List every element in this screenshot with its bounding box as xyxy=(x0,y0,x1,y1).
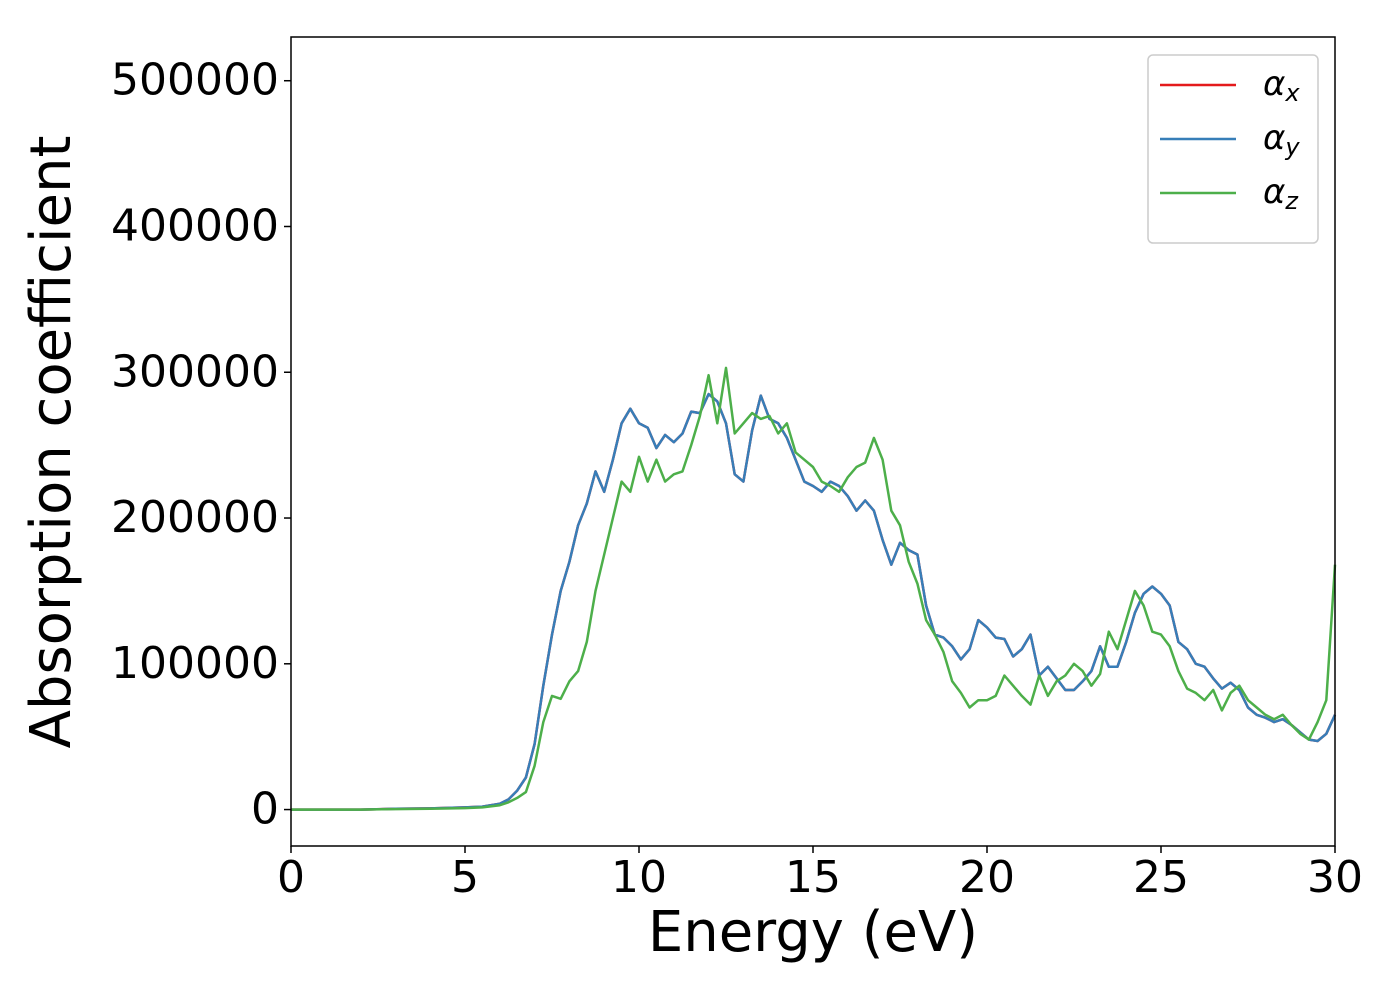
x-axis-label: Energy (eV) xyxy=(648,900,978,965)
line xyxy=(291,392,1337,811)
legend-label: αx xyxy=(1263,64,1300,108)
y-tick-label: 100000 xyxy=(111,638,279,689)
x-tick-label: 5 xyxy=(451,852,479,903)
x-tick-label: 20 xyxy=(959,852,1015,903)
x-tick-label: 25 xyxy=(1133,852,1189,903)
y-tick-label: 300000 xyxy=(111,346,279,397)
line xyxy=(291,366,1337,811)
y-tick-label: 0 xyxy=(251,784,279,835)
y-tick-label: 400000 xyxy=(111,200,279,251)
plot-frame xyxy=(290,36,1336,847)
x-tick-label: 30 xyxy=(1307,852,1363,903)
x-tick-label: 0 xyxy=(277,852,305,903)
x-tick-label: 10 xyxy=(611,852,667,903)
legend-label: αy xyxy=(1263,118,1300,162)
legend-label: αz xyxy=(1263,172,1299,216)
x-tick-label: 15 xyxy=(785,852,841,903)
y-tick-label: 500000 xyxy=(111,55,279,106)
y-tick-label: 200000 xyxy=(111,492,279,543)
legend-box xyxy=(1147,54,1319,244)
y-axis-label: Absorption coefficient xyxy=(19,136,84,749)
line xyxy=(291,392,1337,811)
